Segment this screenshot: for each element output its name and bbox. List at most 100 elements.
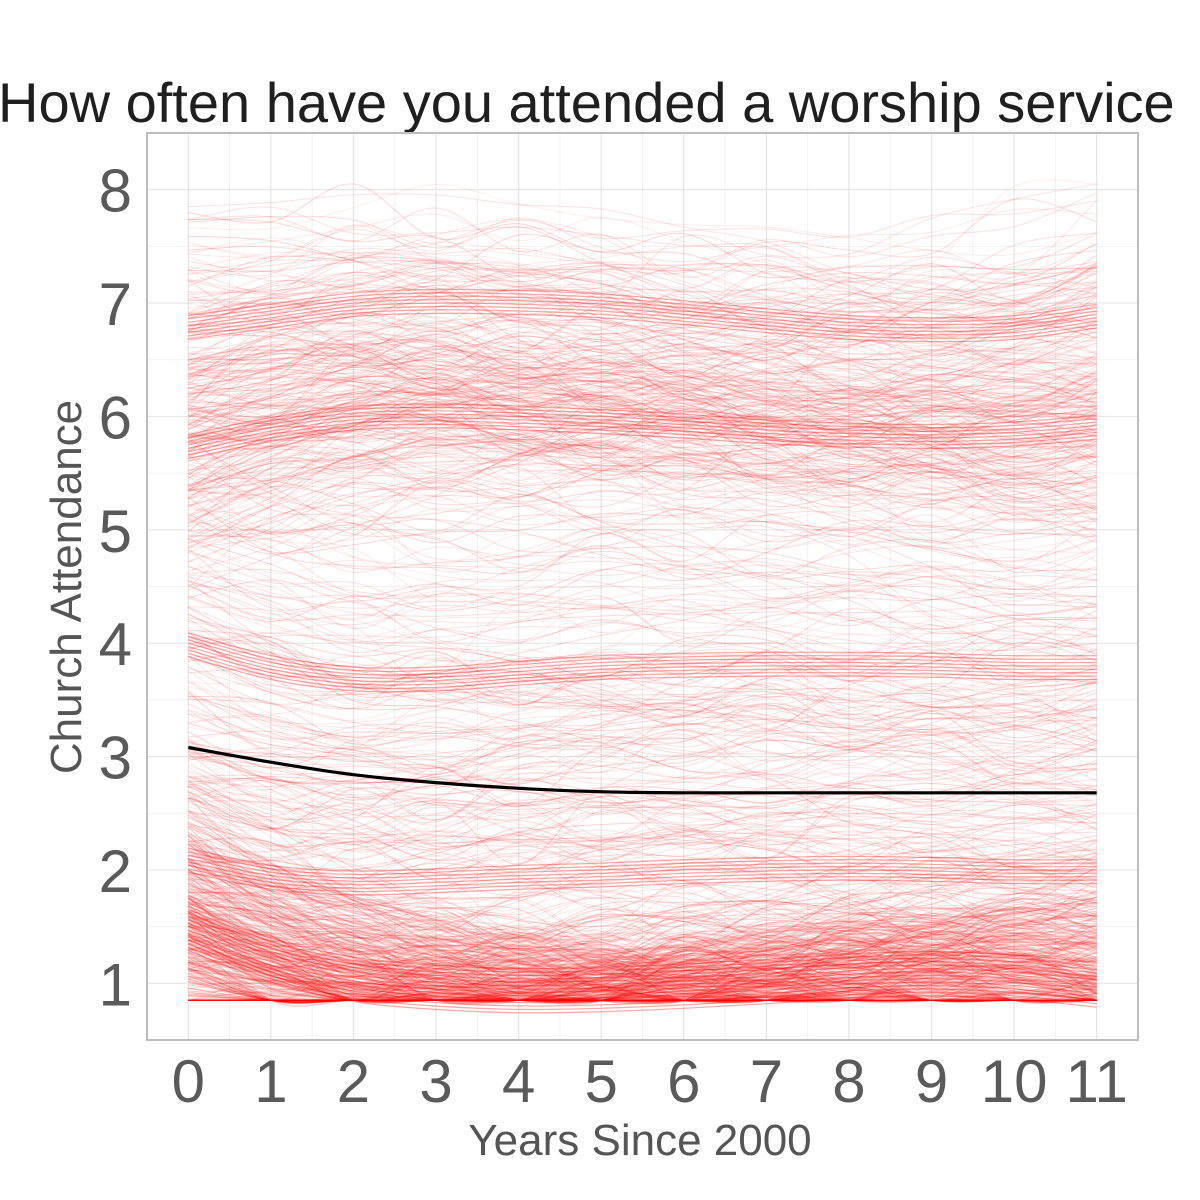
individual-trajectory-line — [188, 883, 1097, 1002]
individual-trajectory-line — [188, 224, 1097, 363]
individual-trajectory-line — [188, 705, 1097, 830]
individual-trajectory-line — [188, 636, 1097, 741]
individual-trajectory-line — [188, 954, 1097, 1004]
individual-trajectory-line — [188, 964, 1097, 1002]
individual-trajectory-line — [188, 838, 1097, 892]
individual-trajectory-line — [188, 965, 1097, 1003]
individual-trajectory-line — [188, 254, 1097, 316]
individual-trajectory-line — [188, 866, 1097, 1004]
individual-trajectory-line — [188, 286, 1097, 406]
individual-trajectory-line — [188, 966, 1097, 1002]
individual-trajectory-line — [188, 920, 1097, 996]
individual-trajectory-line — [188, 447, 1097, 491]
individual-trajectory-line — [187, 835, 1097, 1001]
individual-trajectory-line — [188, 380, 1097, 498]
individual-trajectory-line — [188, 873, 1097, 1001]
individual-trajectory-line — [188, 961, 1097, 1004]
individual-trajectory-line — [188, 545, 1097, 626]
individual-trajectory-line — [188, 816, 1097, 1002]
individual-trajectory-line — [188, 857, 1097, 1005]
individual-trajectory-line — [188, 699, 1097, 899]
mean-trajectory — [188, 745, 1097, 795]
individual-trajectory-line — [188, 939, 1097, 1003]
individual-trajectory-line — [188, 549, 1097, 619]
minor-gridlines — [147, 133, 1138, 1040]
individual-trajectory-line — [188, 930, 1097, 1001]
individual-trajectory-line — [188, 904, 1097, 1002]
individual-trajectory-line — [188, 942, 1097, 1001]
individual-trajectory-line — [188, 413, 1097, 523]
individual-trajectory-line — [188, 896, 1097, 1001]
individual-trajectory-line — [188, 847, 1097, 983]
individual-trajectory-line — [188, 863, 1097, 1002]
individual-trajectory-line — [188, 444, 1097, 508]
individual-trajectory-line — [188, 913, 1097, 1004]
individual-trajectory-line — [188, 386, 1097, 513]
individual-trajectory-line — [188, 900, 1097, 1003]
individual-trajectory-line — [188, 242, 1097, 380]
individual-trajectory-line — [188, 304, 1097, 361]
individual-trajectory-line — [188, 324, 1097, 473]
individual-trajectory-line — [188, 349, 1097, 543]
individual-trajectory-line — [188, 299, 1097, 388]
individual-trajectory-line — [188, 897, 1097, 992]
individual-trajectory-line — [188, 898, 1097, 963]
individual-trajectory-line — [188, 971, 1097, 1002]
individual-trajectory-line — [188, 907, 1097, 1001]
individual-trajectory-line — [188, 836, 1097, 913]
individual-trajectory-line — [188, 302, 1097, 402]
individual-trajectory-line — [188, 895, 1097, 998]
individual-trajectory-line — [188, 801, 1097, 949]
individual-trajectory-line — [188, 376, 1097, 450]
cluster-core-line — [188, 943, 1097, 1007]
individual-trajectory-line — [188, 407, 1097, 472]
individual-trajectory-line — [188, 898, 1097, 970]
individual-trajectory-line — [188, 918, 1097, 983]
individual-trajectory-line — [188, 918, 1097, 1002]
individual-trajectory-line — [188, 969, 1097, 1002]
individual-trajectory-line — [188, 377, 1097, 443]
cluster-core-line — [188, 298, 1097, 329]
individual-trajectory-line — [188, 616, 1097, 692]
individual-trajectory-line — [188, 682, 1097, 750]
individual-trajectory-line — [188, 948, 1097, 1003]
individual-trajectory-line — [188, 232, 1097, 431]
cluster-core-line — [188, 922, 1097, 987]
individual-trajectory-line — [188, 962, 1097, 1002]
individual-trajectory-line — [188, 921, 1097, 995]
individual-trajectory-line — [188, 954, 1097, 1003]
individual-trajectory-line — [188, 285, 1097, 396]
individual-trajectory-line — [188, 897, 1097, 1002]
individual-trajectory-line — [188, 881, 1097, 1003]
individual-trajectory-line — [188, 920, 1097, 972]
x-tick-label: 5 — [585, 1048, 618, 1115]
individual-trajectory-line — [188, 218, 1097, 315]
individual-trajectory-line — [188, 902, 1097, 1004]
individual-trajectory-line — [188, 844, 1097, 950]
individual-trajectory-line — [188, 390, 1097, 481]
individual-trajectory-line — [188, 316, 1097, 517]
individual-trajectory-line — [188, 393, 1097, 442]
individual-trajectory-line — [188, 598, 1097, 702]
individual-trajectory-line — [188, 496, 1097, 744]
individual-trajectory-line — [188, 918, 1097, 1000]
y-tick-label: 2 — [99, 838, 132, 905]
individual-trajectory-line — [188, 691, 1097, 891]
individual-trajectory-line — [188, 904, 1097, 969]
individual-trajectory-line — [188, 917, 1097, 966]
individual-trajectory-line — [188, 947, 1097, 1002]
individual-trajectory-line — [188, 843, 1097, 1002]
individual-trajectory-line — [188, 936, 1097, 1002]
individual-trajectory-line — [188, 449, 1097, 537]
x-tick-label: 4 — [502, 1048, 535, 1115]
individual-trajectory-line — [188, 868, 1097, 905]
individual-trajectory-line — [188, 910, 1097, 994]
individual-trajectory-line — [188, 484, 1097, 606]
individual-trajectory-line — [188, 632, 1097, 695]
individual-trajectory-line — [188, 907, 1097, 1003]
y-tick-label: 3 — [99, 725, 132, 792]
individual-trajectory-line — [188, 213, 1097, 313]
individual-trajectory-line — [188, 345, 1097, 409]
individual-trajectory-line — [188, 911, 1097, 1003]
individual-trajectory-line — [188, 346, 1097, 486]
